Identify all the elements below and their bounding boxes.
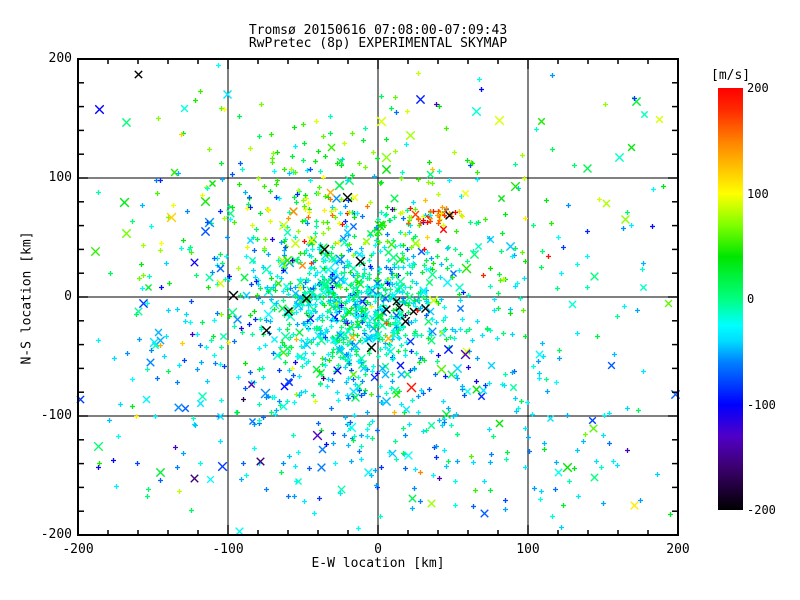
- x-tick-label: 200: [666, 542, 690, 557]
- colorbar-tick-label: -200: [747, 503, 776, 517]
- colorbar-gradient: [718, 88, 743, 510]
- y-tick-label: 200: [48, 51, 72, 66]
- y-tick-label: -100: [40, 408, 72, 423]
- chart-subtitle: RwPretec (8p) EXPERIMENTAL SKYMAP: [248, 36, 508, 51]
- chart-title: Tromsø 20150616 07:08:00-07:09:43: [248, 23, 508, 38]
- x-tick-label: 0: [374, 542, 382, 557]
- y-tick-label: 100: [48, 170, 72, 185]
- y-tick-label: 0: [64, 289, 72, 304]
- colorbar-tick-label: -100: [747, 397, 776, 412]
- y-axis-label: N-S location [km]: [19, 231, 35, 365]
- colorbar-tick-label: 100: [747, 186, 769, 201]
- x-tick-label: -100: [212, 542, 244, 557]
- x-tick-label: -200: [62, 542, 94, 557]
- x-axis-label: E-W location [km]: [311, 556, 445, 571]
- colorbar-tick-label: 200: [747, 81, 769, 95]
- colorbar-tick-label: 0: [747, 292, 755, 306]
- y-tick-label: -200: [40, 527, 72, 542]
- colorbar-unit-label: [m/s]: [711, 68, 751, 83]
- x-tick-label: 100: [516, 542, 540, 557]
